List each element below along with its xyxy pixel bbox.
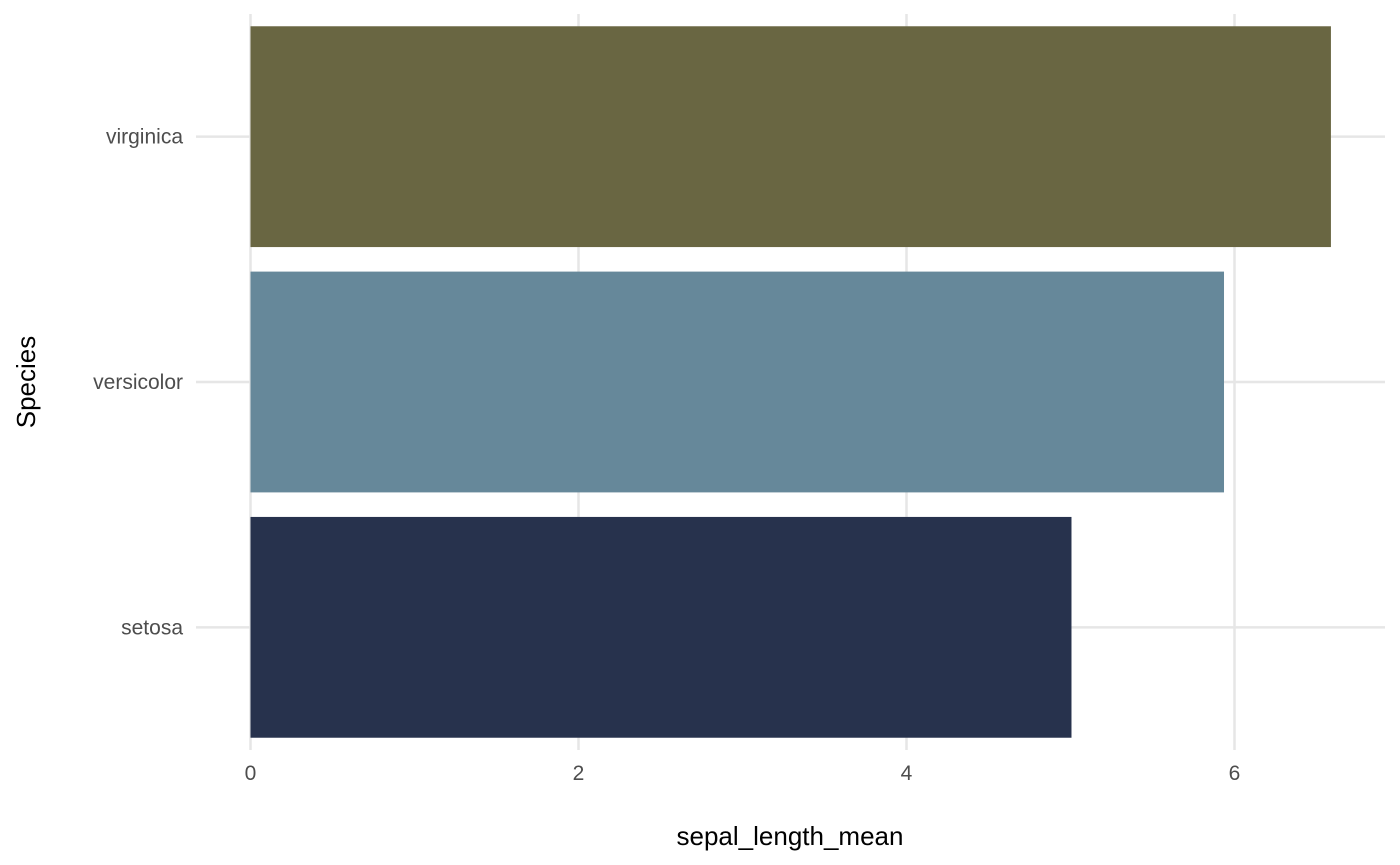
- bar-setosa: [250, 516, 1072, 738]
- x-axis-ticks: 0 2 4 6: [245, 762, 1241, 785]
- bar-versicolor: [250, 271, 1225, 493]
- y-axis-title: Species: [11, 336, 41, 429]
- y-axis-ticks: setosa versicolor virginica: [93, 126, 183, 640]
- bar-virginica: [250, 26, 1331, 248]
- y-tick-label: setosa: [121, 616, 183, 639]
- x-axis-title: sepal_length_mean: [677, 821, 904, 851]
- x-tick-label: 6: [1229, 762, 1241, 785]
- x-tick-label: 0: [245, 762, 257, 785]
- x-tick-label: 4: [901, 762, 913, 785]
- bars: [250, 26, 1331, 738]
- x-tick-label: 2: [573, 762, 585, 785]
- y-tick-label: versicolor: [93, 371, 183, 394]
- y-tick-label: virginica: [106, 126, 183, 149]
